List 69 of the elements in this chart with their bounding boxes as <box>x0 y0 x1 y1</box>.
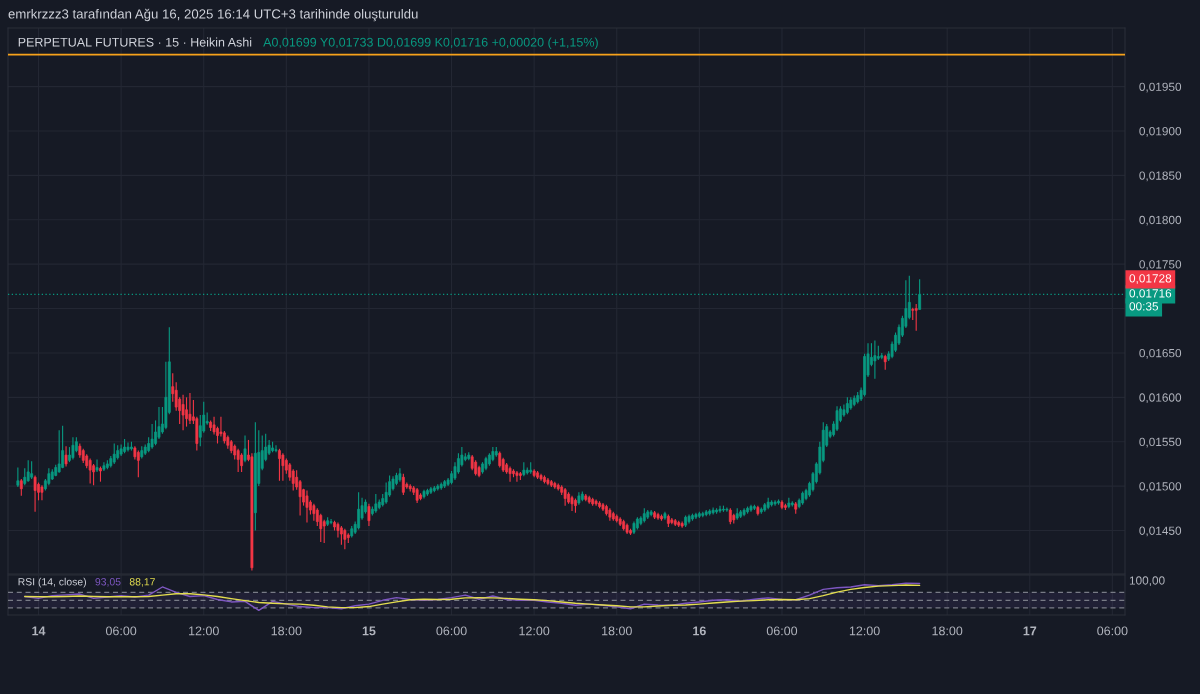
candlestick <box>61 425 65 469</box>
candlestick <box>508 466 512 483</box>
candlestick <box>64 445 68 468</box>
candlestick <box>95 458 99 473</box>
y-tick-label: 0,01900 <box>1139 127 1182 137</box>
candlestick <box>181 394 185 431</box>
candlestick <box>26 459 30 483</box>
candlestick <box>236 448 240 473</box>
candlestick <box>278 448 281 482</box>
y-tick-label: 0,01500 <box>1139 482 1182 492</box>
x-tick-label: 18:00 <box>602 626 632 636</box>
candlestick <box>243 434 247 463</box>
y-tick-label: 0,01800 <box>1139 215 1182 226</box>
candlestick <box>691 513 694 522</box>
y-tick-label: 0,01950 <box>1139 82 1182 93</box>
candlestick <box>357 491 361 531</box>
x-tick-label: 06:00 <box>1097 626 1128 636</box>
candlestick <box>339 525 343 546</box>
x-tick-label: 06:00 <box>436 626 467 636</box>
candlestick <box>322 519 326 544</box>
candlestick <box>33 474 37 513</box>
candlestick <box>136 450 140 478</box>
x-tick-label: 15 <box>362 626 376 636</box>
candlestick <box>16 466 20 488</box>
y-tick-label: 0,01450 <box>1139 526 1182 537</box>
x-tick-label: 06:00 <box>105 626 137 636</box>
candlestick <box>660 513 663 522</box>
candlestick <box>835 405 839 432</box>
candlestick <box>150 423 154 450</box>
x-tick-label: 12:00 <box>849 626 880 636</box>
y-tick-label: 0,01650 <box>1139 348 1182 359</box>
y-tick-label: 0,01600 <box>1139 393 1182 404</box>
candlestick <box>543 474 546 484</box>
text: 100,00 <box>1129 576 1165 587</box>
candlestick <box>777 498 780 506</box>
candlestick <box>40 484 44 501</box>
candlestick <box>112 442 116 465</box>
candlestick <box>240 452 243 473</box>
candlestick <box>92 463 95 486</box>
candlestick <box>99 466 102 483</box>
candlestick <box>512 468 515 478</box>
y-tick-label: 0,01850 <box>1139 171 1182 182</box>
text: A0,01699 Y0,01733 D0,01699 K0,01716 +0,00020 (+1,15%) <box>263 37 598 50</box>
candlestick <box>188 392 192 425</box>
candlestick <box>88 458 92 484</box>
text: 0,01728 <box>1129 274 1172 284</box>
candlestick <box>185 396 188 428</box>
text: emrkrzzz3 tarafından Ağu 16, 2025 16:14 UTC+3 tarihinde oluşturuldu <box>8 8 418 22</box>
text: 00:35 <box>1129 302 1159 311</box>
candlestick <box>57 429 61 474</box>
candlestick <box>481 461 484 475</box>
x-tick-label: 06:00 <box>766 626 798 636</box>
x-tick-label: 17 <box>1023 626 1037 636</box>
text: PERPETUAL FUTURES · 15 · Heikin Ashi <box>18 37 252 47</box>
x-tick-label: 16 <box>693 626 706 636</box>
chart-title: RSI (14, close) <box>18 577 86 588</box>
annotation: 93,05 <box>95 578 121 587</box>
x-tick-label: 14 <box>32 626 46 636</box>
x-tick-label: 12:00 <box>189 626 219 636</box>
annotation: 88,17 <box>129 578 155 587</box>
y-tick-label: 0,01750 <box>1139 260 1182 270</box>
x-tick-label: 18:00 <box>271 626 302 636</box>
candlestick <box>725 506 729 513</box>
candlestick <box>401 473 405 496</box>
y-tick-label: 0,01550 <box>1139 437 1182 448</box>
ref-line-label: 0,01716 <box>1129 289 1172 299</box>
candlestick <box>274 444 278 453</box>
x-tick-label: 18:00 <box>932 626 963 636</box>
x-tick-label: 12:00 <box>519 626 550 636</box>
